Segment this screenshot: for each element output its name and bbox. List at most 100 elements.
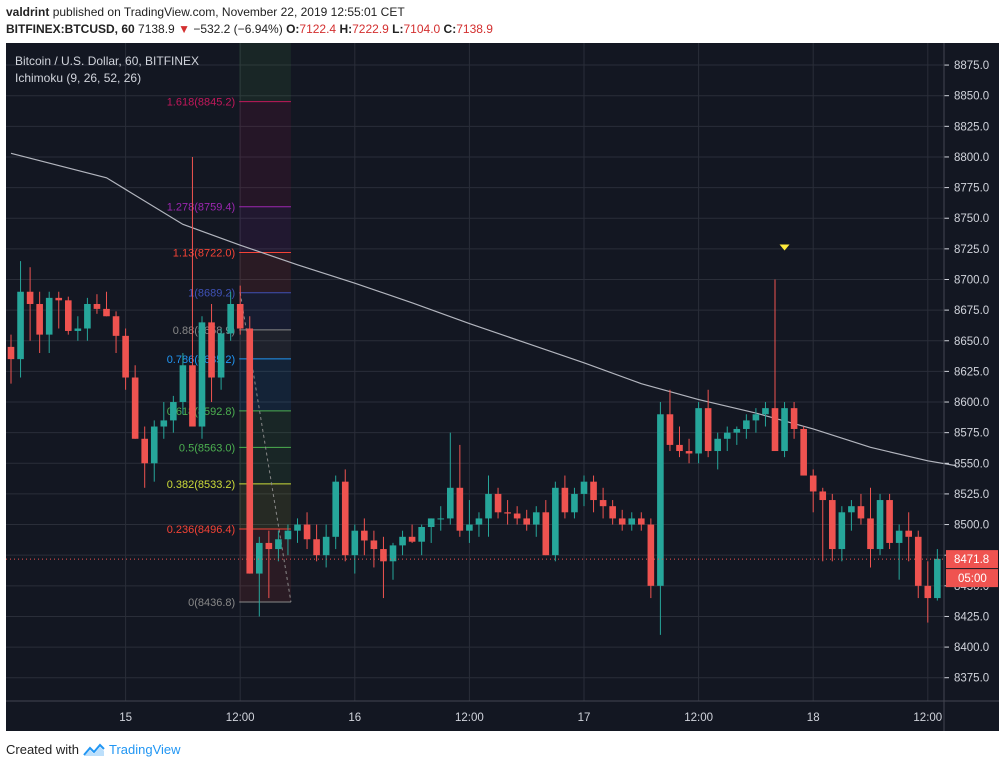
y-tick-label-20: 8375.0 xyxy=(954,673,989,685)
candle-body-71 xyxy=(685,451,693,454)
created-with-text: Created with xyxy=(6,742,79,757)
candle-body-4 xyxy=(45,297,53,335)
candle-body-55 xyxy=(532,512,540,525)
candle-body-13 xyxy=(131,377,139,439)
y-tick-label-7: 8700.0 xyxy=(954,274,989,286)
candle-body-37 xyxy=(361,530,368,541)
tradingview-brand[interactable]: TradingView xyxy=(108,742,181,757)
candle-body-58 xyxy=(561,487,569,513)
candle-body-46 xyxy=(447,487,454,519)
ma-line xyxy=(10,152,957,467)
fib-zone-2 xyxy=(239,252,291,293)
candle-body-60 xyxy=(580,481,588,494)
y-tick-label-3: 8800.0 xyxy=(954,152,989,164)
candle-body-94 xyxy=(905,530,912,537)
candle-body-21 xyxy=(208,322,215,378)
candle-body-57 xyxy=(552,487,559,556)
candle-body-32 xyxy=(313,539,320,556)
candle-body-54 xyxy=(523,518,530,525)
fib-level-label-7: 0.5(8563.0) xyxy=(179,442,235,454)
candle-body-43 xyxy=(418,527,425,542)
chart-background xyxy=(6,43,999,731)
candle-body-22 xyxy=(217,333,225,378)
grid-lines xyxy=(6,43,944,701)
candle-body-95 xyxy=(914,536,922,586)
candle-body-96 xyxy=(924,585,932,599)
fib-zone-3 xyxy=(239,292,291,330)
candle-body-78 xyxy=(752,414,760,421)
y-tick-label-12: 8575.0 xyxy=(954,428,989,440)
fib-level-label-2: 1.13(8722.0) xyxy=(173,248,235,260)
down-arrow-icon: ▼ xyxy=(178,22,190,36)
fib-zone-top xyxy=(239,43,291,102)
price-chart[interactable]: 1.618(8845.2) 1.278(8759.4) 1.13(8722.0) 1(… xyxy=(6,43,999,731)
close-label: C: xyxy=(443,22,457,36)
candle-body-47 xyxy=(456,487,464,531)
time-axis[interactable]: 15 12:00 16 12:00 17 12:00 18 12:00 xyxy=(6,700,999,724)
candle-body-30 xyxy=(294,524,301,531)
high-label: H: xyxy=(339,22,353,36)
fib-level-label-8: 0.382(8533.2) xyxy=(167,479,236,491)
candle-body-67 xyxy=(647,524,655,586)
legend-title: Bitcoin / U.S. Dollar, 60, BITFINEX xyxy=(15,54,199,68)
x-tick-label-1: 12:00 xyxy=(226,712,255,724)
candle-body-52 xyxy=(504,512,511,514)
candle-body-31 xyxy=(303,524,311,540)
candle-body-2 xyxy=(26,291,34,304)
candle-body-24 xyxy=(236,303,244,329)
y-tick-label-10: 8625.0 xyxy=(954,366,989,378)
countdown-label: 05:00 xyxy=(958,573,987,585)
candle-body-5 xyxy=(55,297,63,301)
open-label: O: xyxy=(286,22,300,36)
candle-body-83 xyxy=(800,428,807,476)
candle-body-70 xyxy=(676,444,683,452)
countdown-tag xyxy=(946,569,998,588)
candle-body-8 xyxy=(84,303,91,329)
price-axis[interactable]: 8875.0 8850.0 8825.0 8800.0 8775.0 8750.0 8725… xyxy=(6,43,998,731)
y-tick-label-9: 8650.0 xyxy=(954,336,989,348)
candle-body-85 xyxy=(819,491,827,501)
x-tick-label-5: 12:00 xyxy=(684,712,713,724)
high-value: 7222.9 xyxy=(352,22,389,36)
author-name[interactable]: valdrint xyxy=(6,5,50,19)
y-tick-label-15: 8500.0 xyxy=(954,520,989,532)
candle-body-9 xyxy=(93,303,101,309)
candle-body-91 xyxy=(876,500,884,550)
x-tick-label-2: 16 xyxy=(348,712,361,724)
symbol-name: BITFINEX:BTCUSD, 60 xyxy=(6,22,135,36)
fib-level-label-0: 1.618(8845.2) xyxy=(167,97,236,109)
candle-body-88 xyxy=(848,506,855,513)
candle-body-10 xyxy=(103,308,110,317)
y-tick-label-11: 8600.0 xyxy=(954,397,989,409)
candle-body-20 xyxy=(198,322,206,427)
candle-body-86 xyxy=(829,500,836,550)
candle-body-45 xyxy=(437,518,445,520)
candle-body-28 xyxy=(275,539,282,550)
current-price-tag xyxy=(946,550,998,569)
moving-average-line xyxy=(10,152,957,467)
candle-body-14 xyxy=(141,438,148,464)
candle-body-50 xyxy=(485,493,492,519)
x-tick-label-4: 17 xyxy=(578,712,591,724)
fib-level-label-10: 0(8436.8) xyxy=(188,597,235,609)
candle-body-16 xyxy=(160,420,168,427)
candle-body-17 xyxy=(170,402,177,421)
last-price: 7138.9 xyxy=(138,22,175,36)
x-tick-label-0: 15 xyxy=(119,712,132,724)
candle-body-35 xyxy=(341,481,349,556)
candle-body-34 xyxy=(332,481,339,537)
candle-body-74 xyxy=(714,438,721,452)
indicator-label[interactable]: Ichimoku (9, 26, 52, 26) xyxy=(15,71,141,85)
price-change: −532.2 (−6.94%) xyxy=(193,22,283,36)
y-tick-label-13: 8550.0 xyxy=(954,458,989,470)
candle-body-97 xyxy=(934,558,941,599)
y-tick-label-14: 8525.0 xyxy=(954,489,989,501)
candle-body-6 xyxy=(65,300,72,331)
fib-trend-line xyxy=(239,292,292,603)
chart-area[interactable]: 1.618(8845.2) 1.278(8759.4) 1.13(8722.0) 1(… xyxy=(6,43,999,731)
candle-body-87 xyxy=(838,512,846,550)
candle-body-73 xyxy=(704,408,712,452)
low-value: 7104.0 xyxy=(403,22,441,36)
candle-body-44 xyxy=(427,518,435,528)
candle-body-89 xyxy=(857,506,865,519)
